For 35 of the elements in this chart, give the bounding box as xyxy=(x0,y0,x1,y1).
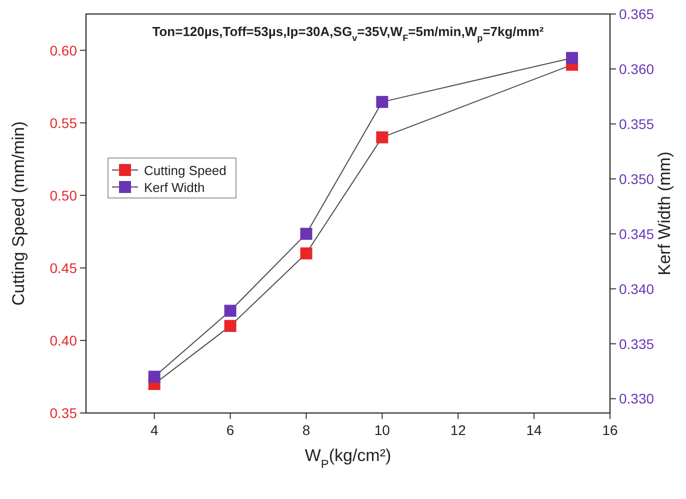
y2-tick-label: 0.335 xyxy=(619,336,654,352)
x-tick-label: 10 xyxy=(374,422,390,438)
point xyxy=(300,247,312,260)
legend-label: Cutting Speed xyxy=(144,163,226,178)
y-axis-title: Cutting Speed (mm/min) xyxy=(9,121,28,306)
y2-tick-label: 0.355 xyxy=(619,116,654,132)
y-tick-label: 0.55 xyxy=(50,114,78,131)
x-tick-label: 16 xyxy=(602,422,618,438)
y2-tick-label: 0.360 xyxy=(619,60,654,77)
point xyxy=(148,370,160,383)
point xyxy=(224,304,236,317)
x-tick-label: 8 xyxy=(302,422,310,438)
point xyxy=(224,320,236,332)
x-tick-label: 4 xyxy=(150,422,158,438)
y2-tick-label: 0.330 xyxy=(619,390,654,407)
text: Ton=120µs,Toff=53µs,Ip=30A,SG$_{v}$=35V,W$_{F}$=5m/min,W$_{p}$=7kg/mm² xyxy=(152,24,544,43)
x-tick-label: 14 xyxy=(526,422,542,438)
x-tick-label: 6 xyxy=(226,422,234,438)
y2-tick-label: 0.365 xyxy=(619,6,654,22)
y-tick-label: 0.45 xyxy=(50,260,78,276)
y2-tick-label: 0.345 xyxy=(619,226,654,242)
x-tick-label: 12 xyxy=(450,422,466,438)
legend-label: Kerf Width xyxy=(144,180,205,195)
y2-axis-title: Kerf Width (mm) xyxy=(655,152,674,276)
y2-tick-label: 0.350 xyxy=(619,170,654,187)
point xyxy=(376,131,388,144)
x-axis-title: W$_{P}$(kg/cm²) xyxy=(304,446,392,471)
y2-tick-label: 0.340 xyxy=(619,280,654,297)
y-tick-label: 0.40 xyxy=(50,332,78,348)
point xyxy=(376,96,388,108)
point xyxy=(566,52,578,64)
y-tick-label: 0.60 xyxy=(50,42,78,58)
y-tick-label: 0.50 xyxy=(50,187,78,204)
y-tick-label: 0.35 xyxy=(50,405,78,421)
point xyxy=(300,228,312,240)
